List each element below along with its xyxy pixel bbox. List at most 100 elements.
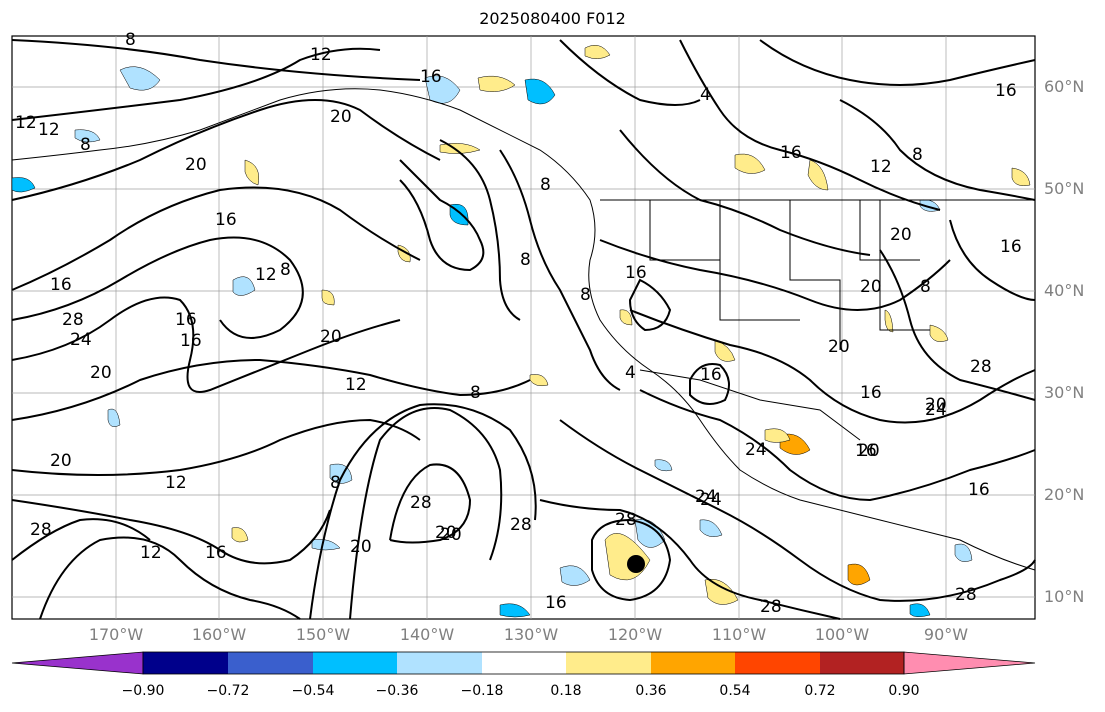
coastline <box>11 88 1036 571</box>
patch-yellow <box>929 324 949 342</box>
contour-line <box>11 186 421 291</box>
contour-label: 8 <box>520 250 531 270</box>
patch-blue <box>699 519 723 537</box>
contour-label: 8 <box>920 277 931 297</box>
contour-label: 20 <box>350 537 372 557</box>
colorbar-segment <box>228 652 313 674</box>
contour-line <box>949 219 1036 301</box>
patch-blue <box>909 603 931 617</box>
colorbar-tick-label: 0.54 <box>719 683 751 699</box>
patch-yellow <box>231 527 249 543</box>
contour-label: 20 <box>330 107 352 127</box>
contour-label: 12 <box>38 120 60 140</box>
contour-label: 20 <box>90 363 112 383</box>
colorbar-tick-label: −0.72 <box>206 683 250 699</box>
patch-yellow <box>321 289 335 306</box>
patch-yellow <box>734 153 766 174</box>
contour-line <box>11 47 381 121</box>
contour-label: 16 <box>855 441 877 461</box>
contour-line <box>11 418 421 476</box>
patch-yellow <box>477 75 516 92</box>
latitude-label: 40°N <box>1044 281 1085 300</box>
contour-label: 16 <box>215 210 237 230</box>
longitude-label: 160°W <box>191 625 247 644</box>
colorbar <box>11 651 1036 675</box>
patch-yellow <box>884 309 894 333</box>
contour-label: 16 <box>545 593 567 613</box>
contour-label: 20 <box>890 225 912 245</box>
contour-label: 20 <box>320 327 342 347</box>
longitude-label: 140°W <box>399 625 455 644</box>
contour-label: 20 <box>828 337 850 357</box>
patch-yellow <box>714 339 736 362</box>
colorbar-tick-label: 0.90 <box>888 683 920 699</box>
patch-blue <box>654 459 673 472</box>
contour-label: 28 <box>970 357 992 377</box>
contour-label: 16 <box>180 331 202 351</box>
patch-yellow <box>529 374 549 387</box>
patch-blue <box>74 129 101 143</box>
contour-line <box>628 278 672 332</box>
contour-label: 28 <box>62 310 84 330</box>
colorbar-tick-label: −0.54 <box>291 683 335 699</box>
contour-label: 12 <box>165 473 187 493</box>
patch-yellow <box>584 44 611 59</box>
contour-label: 16 <box>860 383 882 403</box>
state-border <box>859 200 920 261</box>
contour-line <box>39 536 301 620</box>
colorbar-segment <box>397 652 482 674</box>
contour-line <box>639 389 1036 502</box>
contour-label: 16 <box>700 365 722 385</box>
contour-label: 20 <box>185 155 207 175</box>
latitude-label: 30°N <box>1044 383 1085 402</box>
contour-label: 28 <box>30 520 52 540</box>
contour-line <box>591 518 672 602</box>
contour-line <box>11 99 441 201</box>
contour-label: 8 <box>330 473 341 493</box>
contour-line <box>11 358 531 421</box>
map-frame <box>11 35 1036 620</box>
contour-line <box>679 39 941 211</box>
patch-blue <box>559 565 591 586</box>
contour-line <box>559 419 1036 602</box>
contour-lines <box>11 39 1036 620</box>
contour-line <box>759 39 1036 86</box>
colorbar-tick-label: −0.18 <box>460 683 504 699</box>
contour-label: 8 <box>280 260 291 280</box>
contour-line <box>539 499 841 620</box>
contour-line <box>11 296 401 393</box>
contour-label: 4 <box>700 85 711 105</box>
contour-label: 16 <box>205 543 227 563</box>
longitude-label: 100°W <box>814 625 870 644</box>
patch-blue <box>119 66 161 91</box>
patch-yellow <box>244 159 259 186</box>
colorbar-tick-label: 0.18 <box>550 683 582 699</box>
patch-yellow <box>619 309 633 326</box>
latitude-label: 50°N <box>1044 179 1085 198</box>
contour-line <box>309 403 537 620</box>
contour-label: 24 <box>70 330 92 350</box>
contour-label: 16 <box>50 275 72 295</box>
contour-label: 16 <box>780 143 802 163</box>
longitude-label: 90°W <box>923 625 969 644</box>
contour-label: 24 <box>695 487 717 507</box>
state-border <box>879 200 930 331</box>
longitude-label: 130°W <box>503 625 559 644</box>
latitude-label: 20°N <box>1044 485 1085 504</box>
patch-blue <box>499 603 531 618</box>
contour-line <box>629 309 1036 424</box>
contour-line <box>839 99 1036 201</box>
contour-label: 8 <box>470 383 481 403</box>
contour-label: 28 <box>410 493 432 513</box>
colorbar-extend-left <box>11 651 144 675</box>
colorbar-segment <box>313 652 397 674</box>
colorbar-segment <box>651 652 735 674</box>
contour-label: 28 <box>510 515 532 535</box>
contour-label: 12 <box>140 543 162 563</box>
contour-label: 12 <box>870 157 892 177</box>
coastlines <box>11 88 1036 571</box>
longitude-label: 170°W <box>88 625 144 644</box>
longitude-label: 150°W <box>295 625 351 644</box>
contour-line <box>389 463 472 544</box>
contour-label: 20 <box>858 441 880 461</box>
